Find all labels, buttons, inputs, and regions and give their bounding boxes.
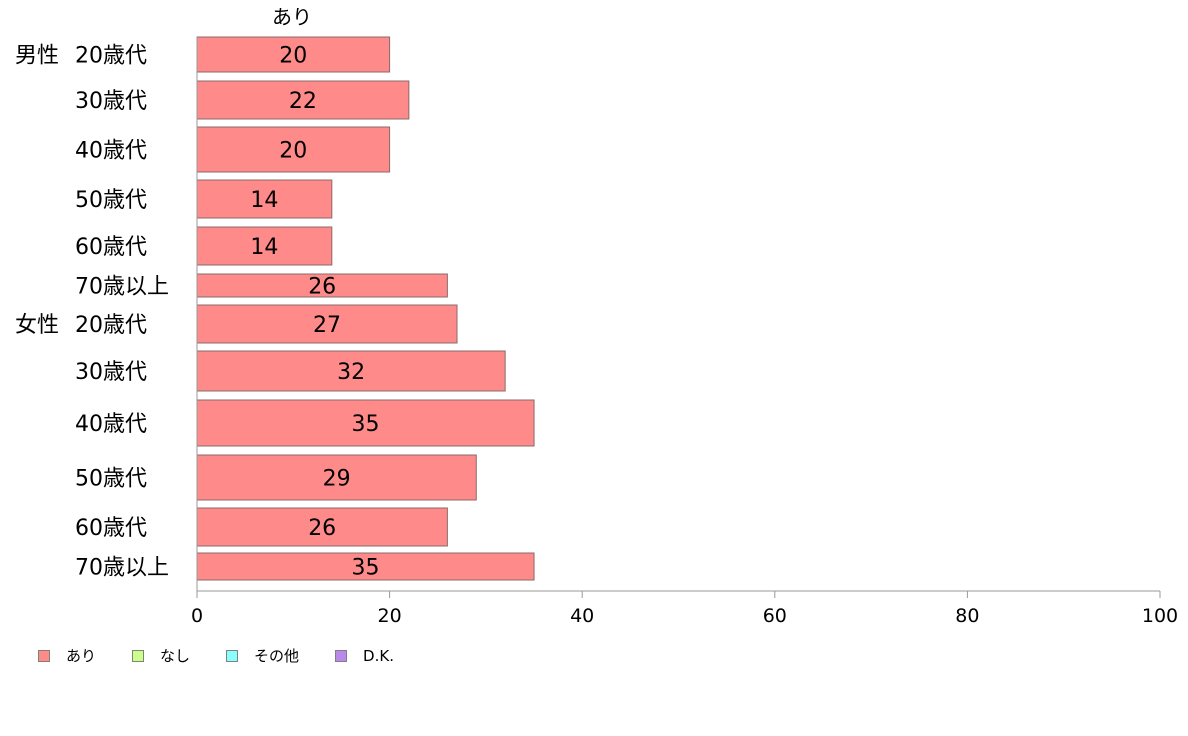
bar bbox=[196, 304, 458, 344]
data-label: 27 bbox=[313, 313, 341, 338]
bar bbox=[196, 179, 333, 219]
data-label: 26 bbox=[308, 516, 336, 541]
category-label: 30歳代 bbox=[75, 360, 147, 385]
category-label: 70歳以上 bbox=[75, 556, 169, 581]
bar bbox=[196, 36, 391, 73]
legend-item: D.K. bbox=[335, 647, 394, 665]
bar bbox=[196, 507, 448, 547]
data-label: 26 bbox=[308, 275, 336, 300]
x-tick-label: 40 bbox=[570, 605, 594, 627]
chart-rows: 男性 20歳代 20 30歳代 22 40歳代 20 50歳代 14 60歳代 14 70歳以上 26 女… bbox=[15, 36, 535, 581]
legend-item: あり bbox=[38, 645, 96, 666]
legend-label: その他 bbox=[254, 647, 300, 665]
legend-swatch bbox=[335, 649, 348, 662]
data-label: 35 bbox=[352, 412, 380, 437]
bar bbox=[196, 226, 333, 266]
category-label: 60歳代 bbox=[75, 516, 147, 541]
legend-label: なし bbox=[160, 647, 191, 665]
x-tick-label: 100 bbox=[1142, 605, 1178, 627]
legend-swatch bbox=[226, 649, 239, 662]
data-label: 14 bbox=[250, 235, 278, 260]
category-label: 30歳代 bbox=[75, 89, 147, 114]
data-label: 32 bbox=[337, 360, 365, 385]
category-label: 40歳代 bbox=[75, 139, 147, 164]
bar-chart: あり 男性 20歳代 20 30歳代 22 40歳代 20 50歳代 14 60歳代 14 70歳以上… bbox=[15, 5, 1178, 627]
data-label: 20 bbox=[279, 139, 307, 164]
bar bbox=[196, 80, 410, 120]
category-label: 20歳代 bbox=[75, 44, 147, 69]
data-label: 20 bbox=[279, 44, 307, 69]
group-label: 女性 bbox=[15, 313, 59, 338]
category-label: 50歳代 bbox=[75, 188, 147, 213]
legend-swatch bbox=[38, 649, 50, 662]
data-label: 22 bbox=[289, 89, 317, 114]
x-tick-label: 60 bbox=[763, 605, 787, 627]
x-axis: 0 20 40 60 80 100 bbox=[191, 37, 1178, 627]
x-tick-label: 20 bbox=[378, 605, 402, 627]
legend: あり なし その他 D.K. bbox=[38, 645, 430, 666]
category-label: 70歳以上 bbox=[75, 275, 169, 300]
data-label: 35 bbox=[352, 556, 380, 581]
bar bbox=[196, 350, 506, 392]
legend-item: その他 bbox=[226, 645, 299, 666]
legend-label: D.K. bbox=[363, 646, 394, 665]
column-header: あり bbox=[272, 5, 312, 29]
x-tick-label: 0 bbox=[191, 605, 203, 627]
legend-swatch bbox=[132, 649, 145, 662]
category-label: 40歳代 bbox=[75, 412, 147, 437]
legend-label: あり bbox=[66, 647, 97, 665]
data-label: 14 bbox=[250, 188, 278, 213]
category-label: 20歳代 bbox=[75, 313, 147, 338]
data-label: 29 bbox=[323, 467, 351, 492]
category-label: 60歳代 bbox=[75, 235, 147, 260]
bar bbox=[196, 126, 391, 173]
group-label: 男性 bbox=[15, 44, 59, 69]
category-label: 50歳代 bbox=[75, 467, 147, 492]
legend-item: なし bbox=[132, 645, 190, 666]
bar bbox=[196, 552, 535, 581]
x-tick-label: 80 bbox=[955, 605, 979, 627]
